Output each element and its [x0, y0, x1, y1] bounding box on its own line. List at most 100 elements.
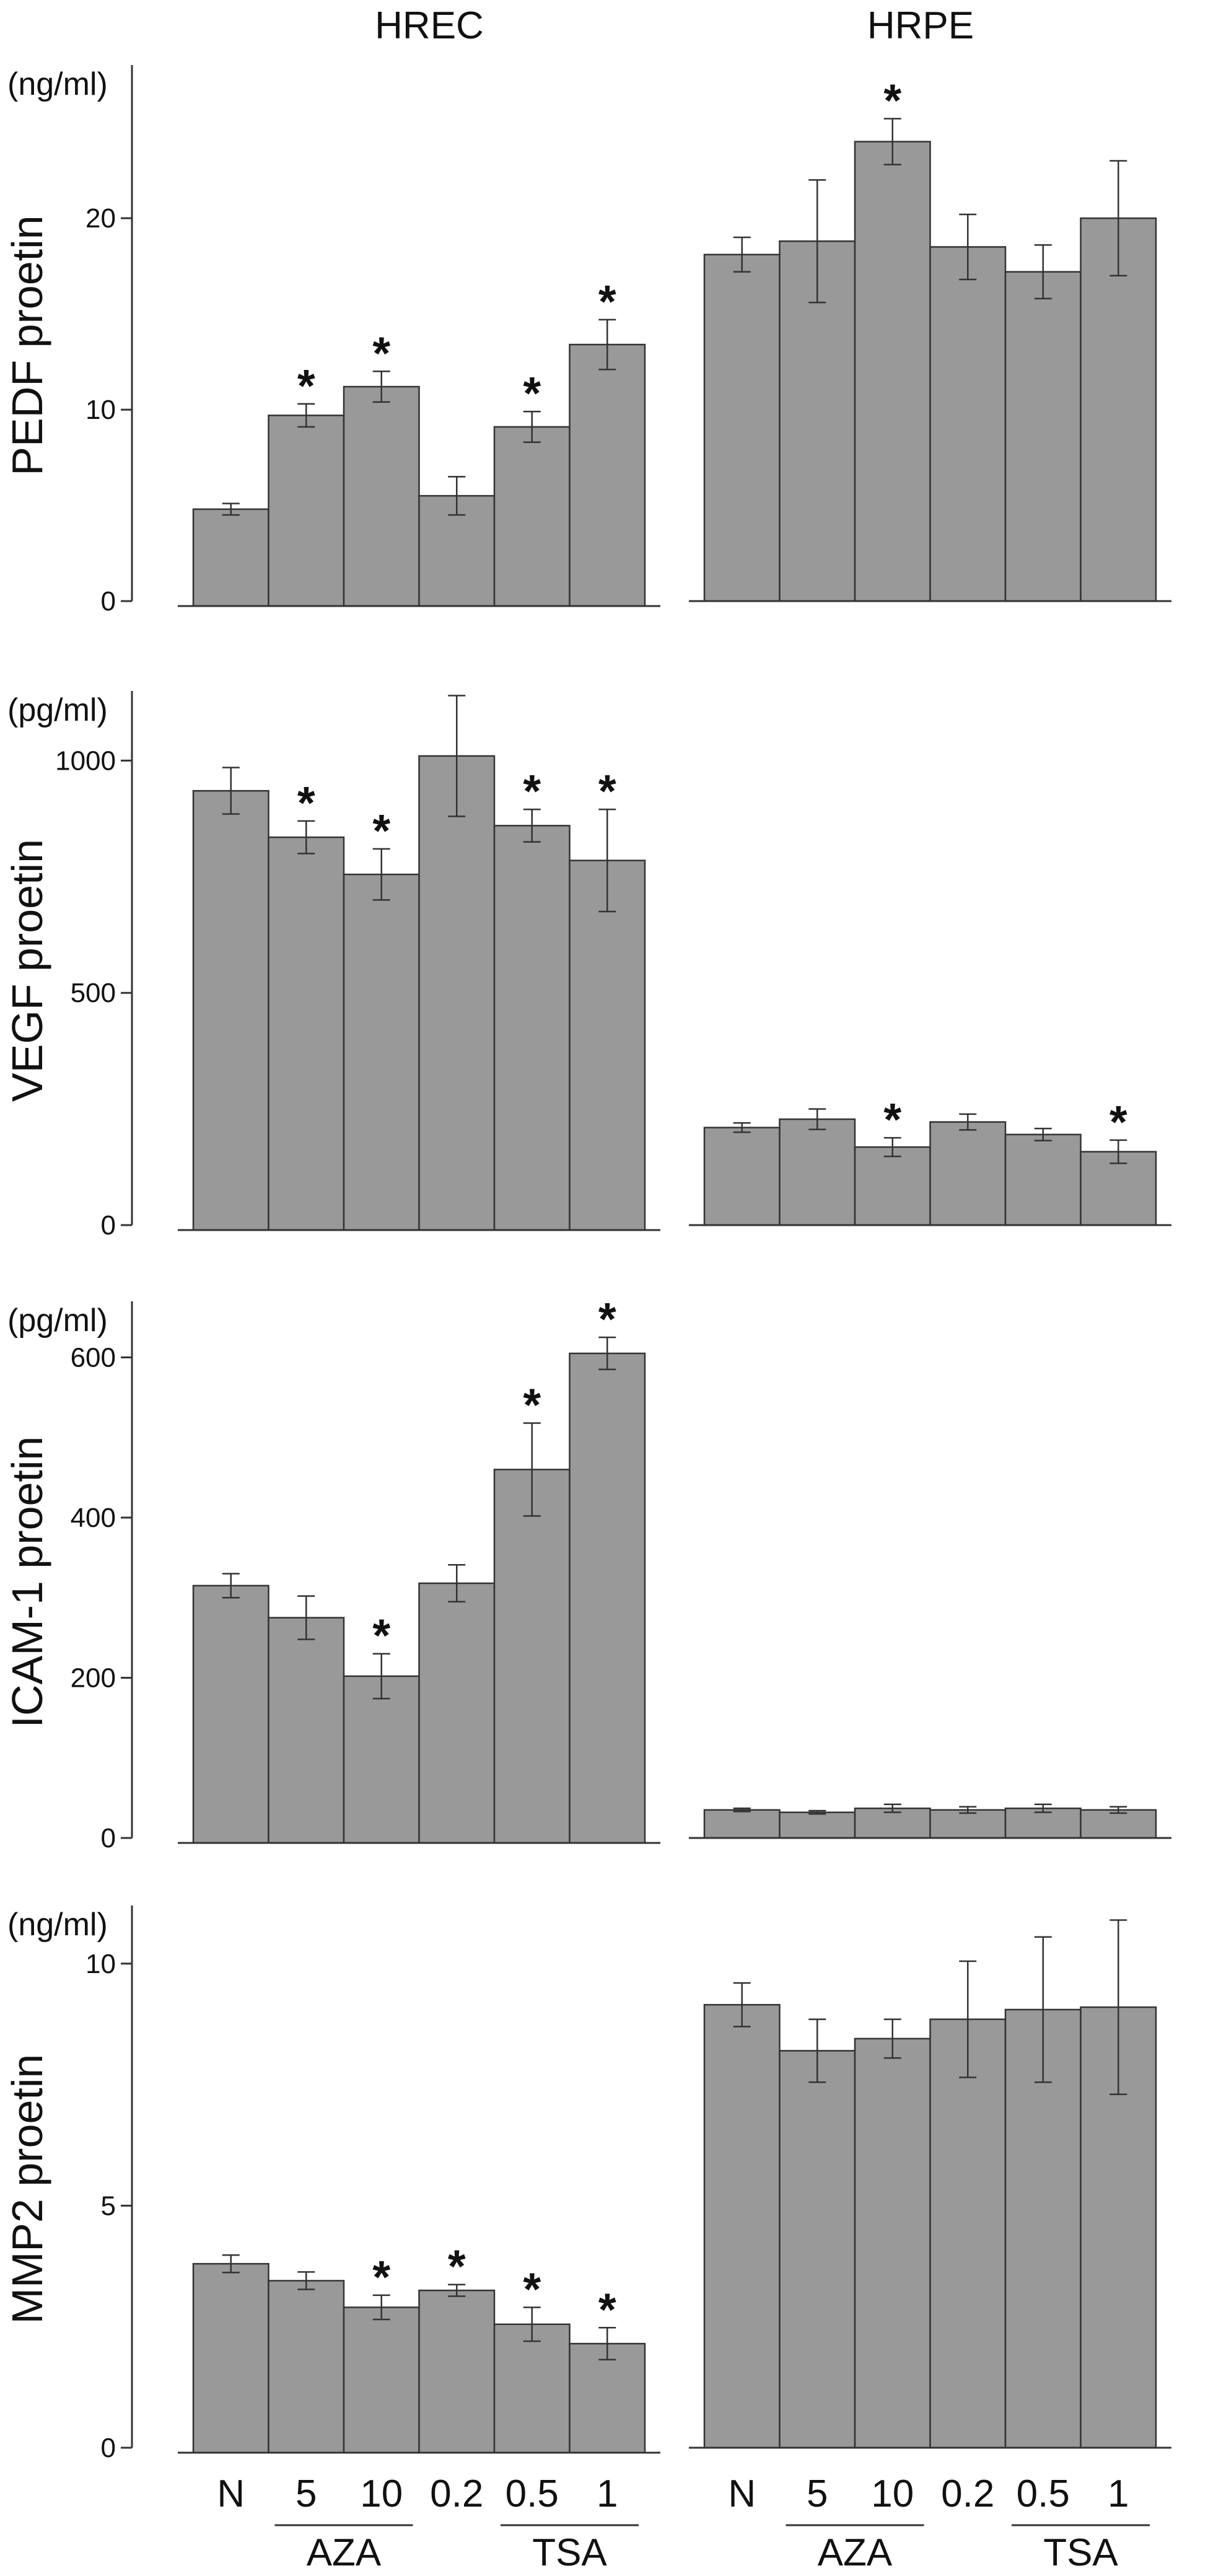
bar	[192, 1585, 269, 1844]
unit-label: (pg/ml)	[7, 1303, 108, 1339]
x-tick-label: 5	[295, 2473, 317, 2515]
y-tick-label: 10	[85, 1949, 116, 1979]
bar	[343, 1675, 420, 1844]
significance-star: *	[883, 1094, 901, 1145]
bar	[779, 1118, 856, 1226]
bar	[418, 1582, 496, 1844]
bar	[854, 1807, 931, 1839]
panel-2: 0 200 400 600(pg/ml) ICAM-1 proetin * * *	[3, 1293, 1171, 1853]
x-tick-label: 10	[360, 2473, 403, 2515]
bar	[268, 1617, 345, 1844]
bar	[493, 1469, 571, 1844]
x-tick-label: 0.5	[1017, 2473, 1070, 2515]
bar	[929, 246, 1007, 602]
bar	[703, 253, 781, 602]
group-headers: HREC HRPE	[375, 4, 974, 47]
bar	[854, 141, 931, 602]
series-hrec: * * *	[178, 1293, 660, 1844]
y-tick-label: 5	[101, 2191, 116, 2221]
bar	[703, 2003, 781, 2449]
unit-label: (pg/ml)	[7, 692, 108, 728]
bar	[343, 2306, 420, 2454]
series-hrec: * * * *	[178, 276, 660, 607]
bar	[1080, 1809, 1157, 1839]
x-tick-label: 10	[871, 2473, 914, 2515]
y-axis-title: ICAM-1 proetin	[3, 1436, 51, 1728]
x-tick-label: 0.5	[506, 2473, 559, 2515]
x-labels-hrec: N 5 10 0.2 0.5 1 AZA TSA	[217, 2473, 639, 2574]
significance-star: *	[598, 765, 616, 817]
unit-label: (ng/ml)	[7, 66, 108, 102]
significance-star: *	[297, 777, 315, 829]
y-tick-label: 0	[101, 1823, 116, 1853]
group-header-hrpe: HRPE	[867, 4, 974, 47]
bar	[493, 2323, 571, 2454]
significance-star: *	[1110, 1096, 1127, 1148]
x-axis-labels: N 5 10 0.2 0.5 1 AZA TSA N 5 10 0.2 0.5 1 AZA TSA	[217, 2473, 1150, 2574]
group-bracket-label: TSA	[532, 2531, 607, 2574]
bar	[493, 825, 571, 1231]
bar	[343, 873, 420, 1231]
bar	[779, 1811, 856, 1839]
significance-star: *	[448, 2241, 466, 2292]
y-tick-label: 400	[71, 1503, 116, 1533]
bar	[1004, 271, 1082, 602]
significance-star: *	[372, 805, 390, 856]
significance-star: *	[523, 1379, 541, 1430]
significance-star: *	[372, 327, 390, 379]
bar	[703, 1809, 781, 1839]
panel-3: 0 5 10 (ng/ml) MMP2 proetin * * * *	[3, 1906, 1171, 2463]
series-hrec: * * * *	[178, 2241, 660, 2454]
bar	[192, 789, 269, 1231]
x-tick-label: N	[217, 2473, 245, 2515]
bar	[1004, 1133, 1082, 1226]
y-tick-label: 1000	[55, 745, 116, 776]
y-tick-label: 200	[71, 1663, 116, 1693]
y-tick-label: 10	[85, 395, 116, 425]
y-tick-label: 500	[71, 978, 116, 1008]
x-labels-hrpe: N 5 10 0.2 0.5 1 AZA TSA	[728, 2473, 1150, 2574]
bar	[929, 2018, 1007, 2449]
bar	[569, 343, 646, 607]
significance-star: *	[598, 2284, 616, 2335]
y-tick-label: 0	[101, 2433, 116, 2463]
bar	[268, 2280, 345, 2454]
significance-star: *	[883, 75, 901, 126]
bar	[418, 2289, 496, 2454]
series-hrpe	[689, 1919, 1171, 2449]
y-axis-title: MMP2 proetin	[3, 2054, 51, 2324]
bar	[268, 415, 345, 607]
x-tick-label: 1	[1108, 2473, 1129, 2515]
x-tick-label: N	[728, 2473, 756, 2515]
series-hrec: * * * *	[178, 695, 660, 1231]
unit-label: (ng/ml)	[7, 1907, 108, 1943]
y-tick-label: 600	[71, 1342, 116, 1373]
bar	[779, 2050, 856, 2449]
y-axis-title: VEGF proetin	[3, 839, 51, 1102]
bar	[569, 2342, 646, 2454]
bar	[268, 836, 345, 1231]
bar	[192, 2262, 269, 2454]
significance-star: *	[523, 367, 541, 419]
bar	[854, 2038, 931, 2449]
x-tick-label: 1	[597, 2473, 618, 2515]
significance-star: *	[523, 2263, 541, 2314]
x-tick-label: 0.2	[941, 2473, 994, 2515]
series-hrpe	[689, 1803, 1171, 1839]
significance-star: *	[372, 2251, 390, 2303]
significance-star: *	[297, 360, 315, 411]
y-tick-label: 0	[101, 1210, 116, 1241]
bar	[929, 1809, 1007, 1839]
bar	[569, 859, 646, 1231]
bar	[418, 755, 496, 1231]
significance-star: *	[523, 765, 541, 817]
group-bracket-label: AZA	[307, 2531, 382, 2574]
significance-star: *	[372, 1610, 390, 1661]
bar	[854, 1146, 931, 1226]
y-axis-title: PEDF proetin	[3, 215, 51, 475]
bar	[703, 1127, 781, 1226]
series-hrpe: * *	[689, 1094, 1171, 1226]
